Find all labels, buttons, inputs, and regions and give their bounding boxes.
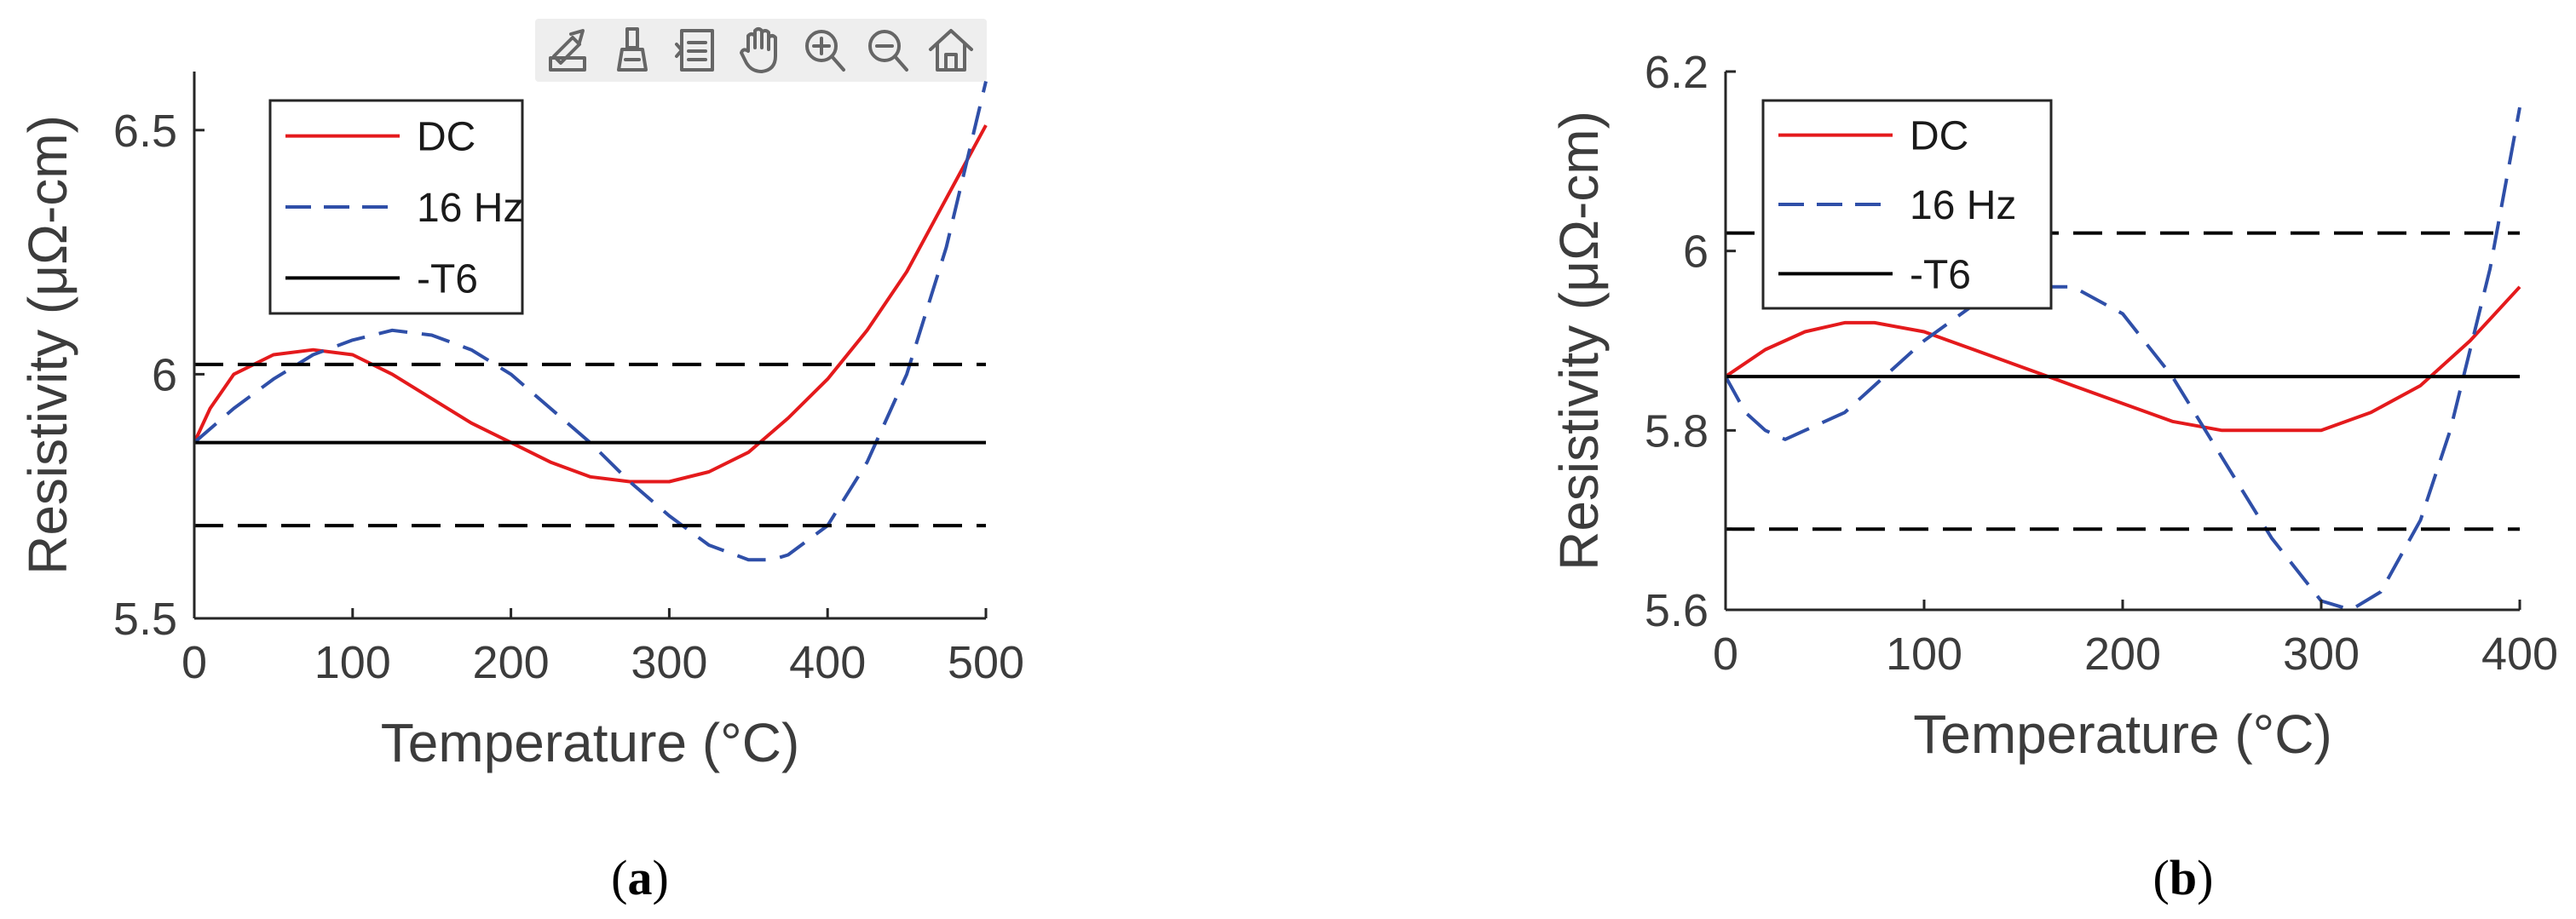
legend-label: DC — [1910, 114, 1968, 159]
x-tick-label: 200 — [2084, 629, 2161, 680]
zoom-in-icon[interactable] — [805, 30, 845, 72]
legend-label: 16 Hz — [417, 186, 523, 231]
y-tick-label: 5.5 — [113, 594, 177, 645]
y-tick-label: 5.6 — [1645, 585, 1709, 636]
legend-label: -T6 — [417, 256, 478, 302]
chart-panel-b: 0 100 200 300 400 5.6 5.8 6 6.2 Temperature (°C) R… — [1548, 47, 2558, 765]
panel-a-caption: (a) — [611, 850, 669, 905]
x-tick-label: 300 — [2283, 629, 2360, 680]
export-icon[interactable] — [549, 29, 586, 72]
x-tick-label: 0 — [1713, 629, 1738, 680]
legend: DC 16 Hz -T6 — [268, 99, 524, 315]
x-tick-label: 0 — [182, 637, 207, 688]
y-tick-label: 5.8 — [1645, 405, 1709, 457]
figure-toolbar — [535, 19, 987, 82]
y-axis-label: Resistivity (μΩ-cm) — [1548, 111, 1610, 571]
series-group — [194, 81, 988, 562]
legend-icon[interactable] — [675, 29, 714, 72]
legend: DC 16 Hz -T6 — [1761, 99, 2053, 310]
series-line-16-hz — [1726, 106, 2521, 612]
x-tick-label: 400 — [789, 637, 866, 688]
y-tick-label: 6 — [1683, 227, 1709, 278]
x-tick-label: 300 — [631, 637, 707, 688]
x-axis-label: Temperature (°C) — [381, 712, 800, 773]
pan-hand-icon[interactable] — [740, 27, 777, 73]
legend-label: DC — [417, 115, 475, 160]
panel-b-caption: (b) — [2153, 850, 2214, 905]
y-tick-label: 6.2 — [1645, 47, 1709, 98]
series-line-16-hz — [194, 81, 988, 562]
y-tick-label: 6 — [152, 349, 177, 400]
chart-panel-a: 0 100 200 300 400 500 5.5 6 6.5 Temperature (°C) R… — [17, 72, 1024, 773]
y-axis-label: Resistivity (μΩ-cm) — [17, 115, 78, 575]
series-line-dc — [1726, 285, 2521, 433]
x-axis-label: Temperature (°C) — [1913, 704, 2332, 765]
legend-label: -T6 — [1910, 252, 1971, 297]
x-tick-label: 100 — [314, 637, 391, 688]
y-tick-label: 6.5 — [113, 106, 177, 157]
series-line-dc — [194, 124, 988, 484]
legend-label: 16 Hz — [1910, 183, 2016, 228]
zoom-out-icon[interactable] — [868, 30, 908, 72]
brush-icon[interactable] — [617, 27, 648, 72]
x-tick-label: 200 — [473, 637, 550, 688]
x-tick-label: 400 — [2481, 629, 2558, 680]
x-tick-label: 500 — [948, 637, 1024, 688]
x-tick-label: 100 — [1886, 629, 1962, 680]
home-icon[interactable] — [929, 29, 973, 72]
